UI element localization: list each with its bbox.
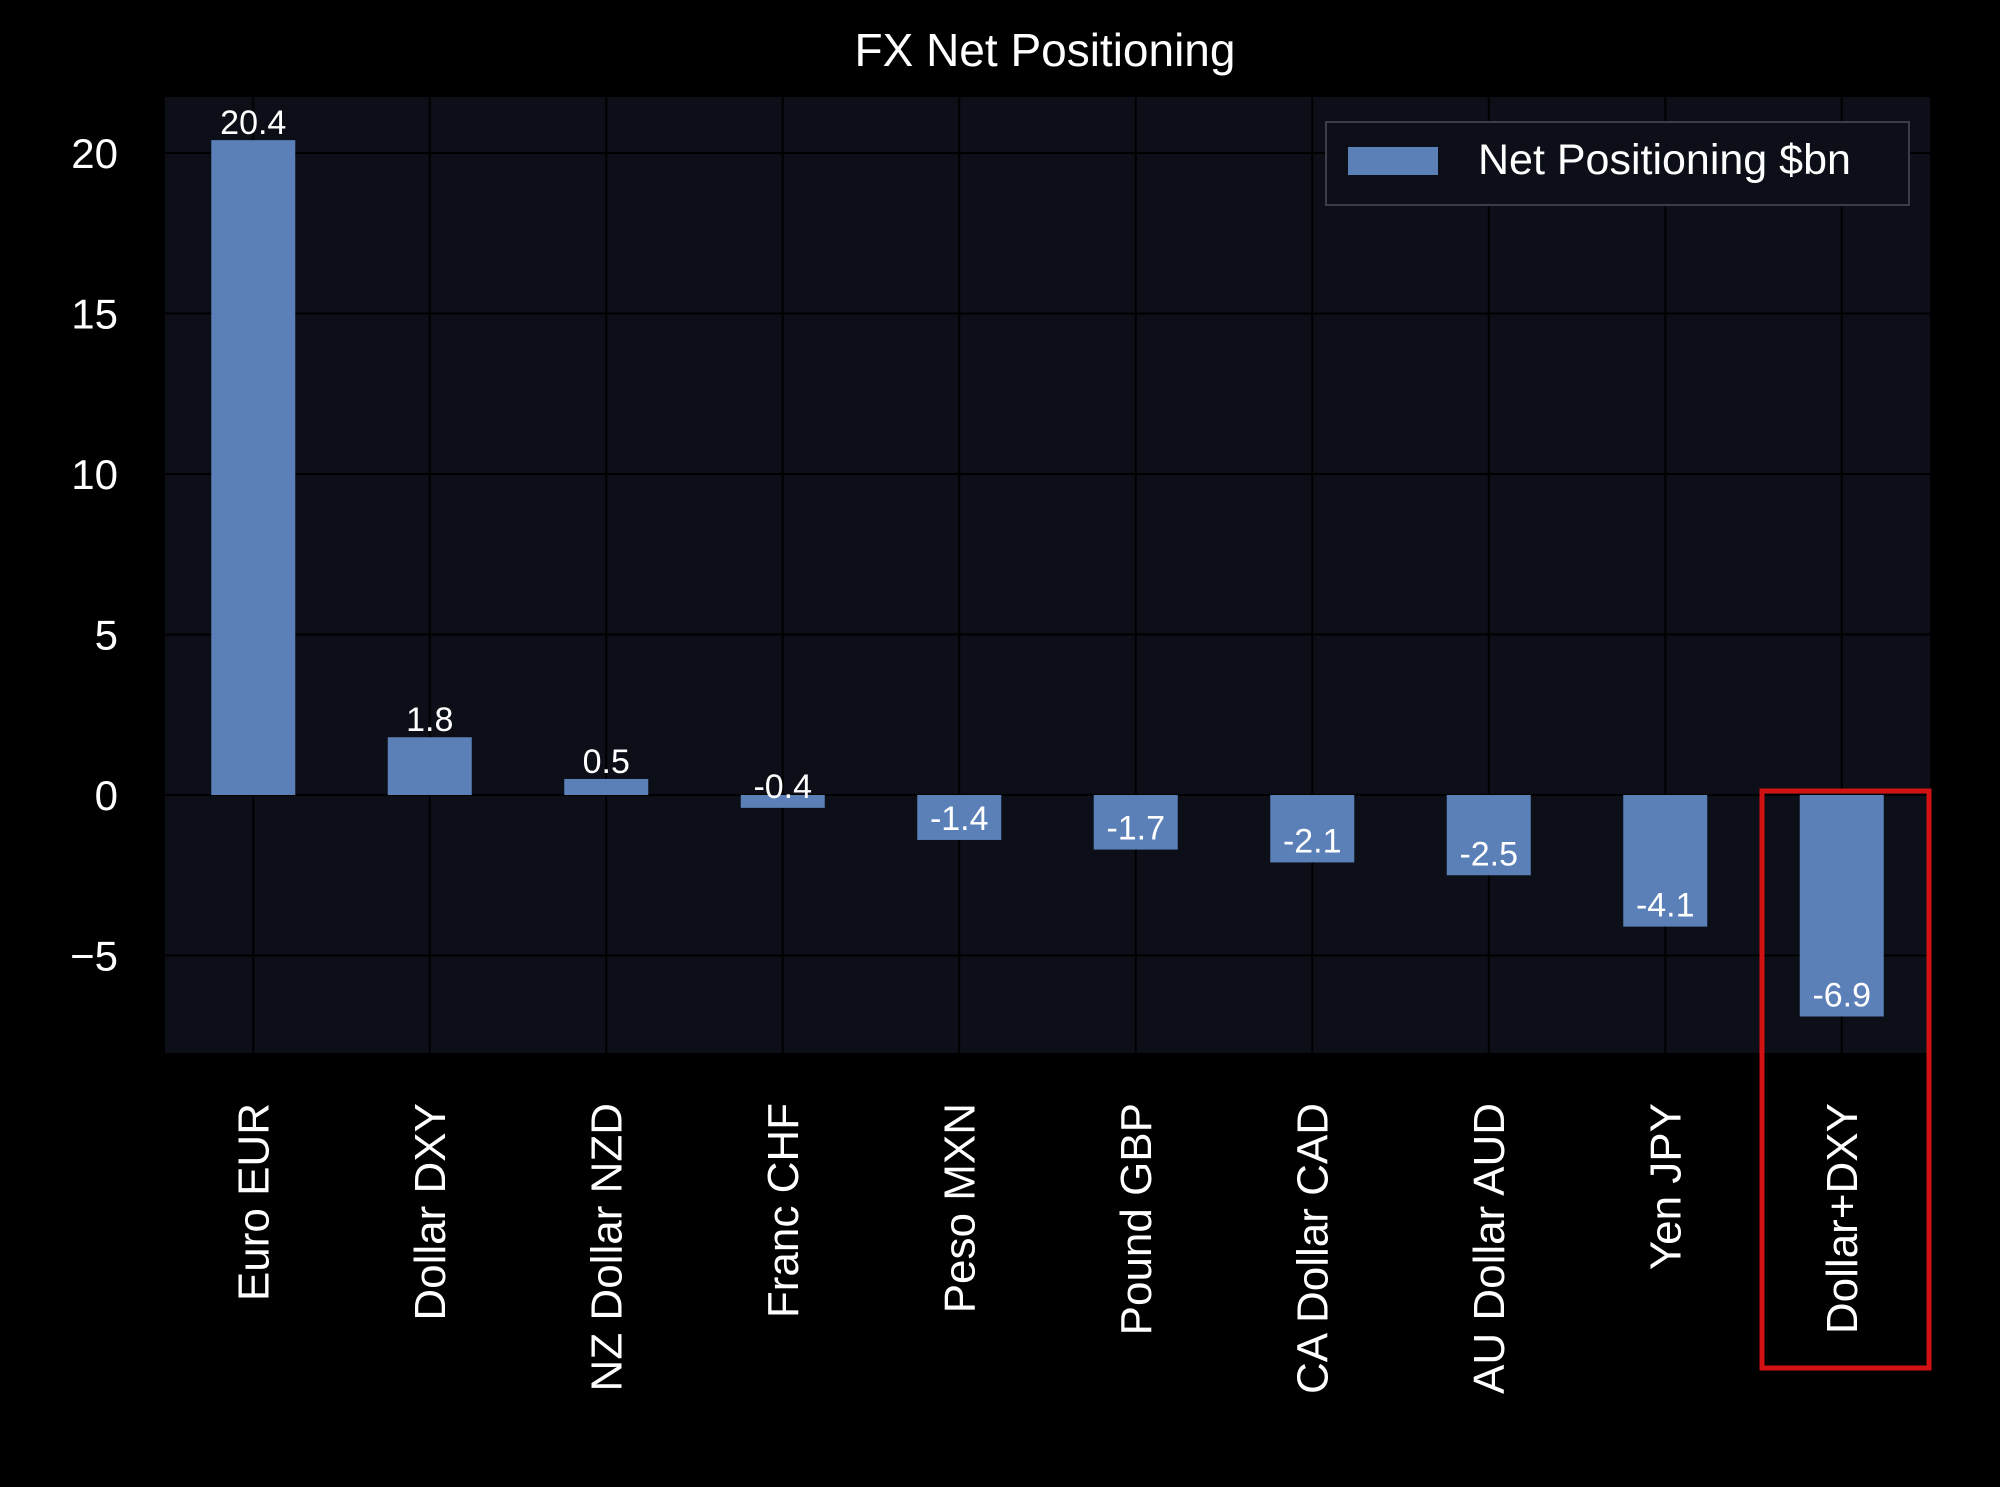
bar-value-label: 1.8 [406, 701, 453, 739]
bar-yen-jpy[interactable] [1623, 795, 1708, 927]
bar-value-label: -2.5 [1459, 835, 1518, 873]
legend-swatch [1348, 147, 1438, 175]
x-tick-label: Franc CHF [759, 1103, 808, 1318]
highlight-box [1759, 788, 1932, 1371]
x-tick-label: Peso MXN [935, 1103, 984, 1313]
x-tick-label: AU Dollar AUD [1465, 1103, 1514, 1394]
bar-euro-eur[interactable] [211, 140, 296, 795]
bar-value-label: -4.1 [1636, 887, 1695, 925]
y-tick-label: 10 [71, 451, 118, 498]
bar-value-label: 0.5 [583, 743, 630, 781]
y-tick-label: −5 [70, 933, 118, 980]
x-axis: Euro EUR Dollar DXY NZ Dollar NZD Franc CHF… [229, 1103, 1867, 1394]
y-tick-label: 0 [95, 772, 118, 819]
bars [211, 140, 1884, 1017]
bar-au-dollar-aud[interactable] [1446, 795, 1531, 876]
bar-dollar-dxy[interactable] [387, 737, 472, 795]
y-tick-label: 20 [71, 130, 118, 177]
bar-value-label: -2.1 [1283, 822, 1342, 860]
bar-franc-chf[interactable] [740, 795, 825, 808]
bar-nz-dollar-nzd[interactable] [564, 778, 649, 795]
y-tick-label: 15 [71, 291, 118, 338]
legend-label: Net Positioning $bn [1478, 136, 1851, 184]
bar-value-label: -6.9 [1812, 976, 1871, 1014]
x-tick-label: NZ Dollar NZD [582, 1103, 631, 1391]
y-tick-label: 5 [95, 612, 118, 659]
bar-value-label: -1.7 [1106, 810, 1165, 848]
bar-value-label: 20.4 [220, 104, 286, 142]
y-axis: 20 15 10 5 0 −5 [70, 130, 118, 980]
chart-title: FX Net Positioning [855, 24, 1236, 76]
bar-pound-gbp[interactable] [1093, 795, 1178, 850]
bar-peso-mxn[interactable] [917, 795, 1002, 840]
legend[interactable]: Net Positioning $bn [1325, 121, 1910, 206]
x-tick-label: Yen JPY [1641, 1103, 1690, 1270]
x-tick-label: Pound GBP [1112, 1103, 1161, 1335]
bar-dollar-dxy[interactable] [1799, 795, 1884, 1017]
x-tick-label: Dollar+DXY [1818, 1103, 1867, 1334]
bar-value-label: -0.4 [753, 768, 812, 806]
x-tick-label: Euro EUR [229, 1103, 278, 1301]
bar-value-labels: 20.4 1.8 0.5 -0.4 -1.4 -1.7 -2.1 -2.5 -4.1 -6.9 [220, 104, 1871, 1014]
bar-value-label: -1.4 [930, 800, 989, 838]
x-tick-label: CA Dollar CAD [1288, 1103, 1337, 1394]
x-tick-label: Dollar DXY [406, 1103, 455, 1321]
bar-ca-dollar-cad[interactable] [1270, 795, 1355, 863]
